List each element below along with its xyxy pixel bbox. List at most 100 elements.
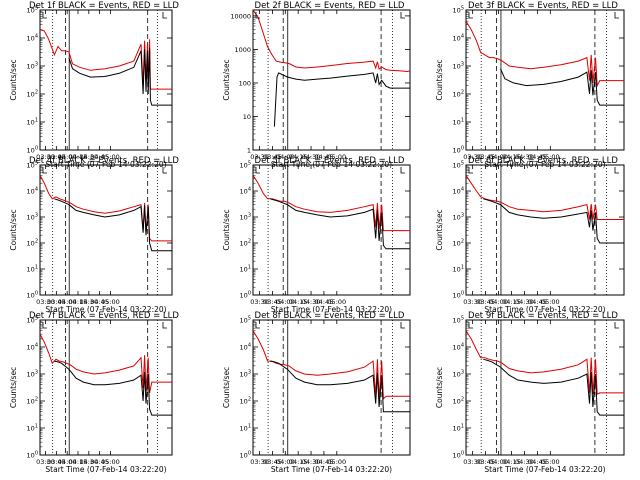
x-tick-label: 04:00 bbox=[489, 458, 508, 466]
x-tick-label: 04:15 bbox=[69, 458, 88, 466]
x-tick-label: 05:00 bbox=[327, 458, 346, 466]
x-tick-label: 04:45 bbox=[315, 458, 334, 466]
y-tick-label: 103 bbox=[27, 213, 38, 222]
corner-marker bbox=[614, 12, 619, 19]
x-tick-label: 04:30 bbox=[79, 153, 98, 161]
x-tick-label: 04:30 bbox=[79, 458, 98, 466]
y-tick-label: 105 bbox=[240, 161, 251, 170]
chart-panel-6: Det 6f BLACK = Events, RED = LLD03:3003:… bbox=[435, 156, 625, 314]
chart-panel-1: Det 1f BLACK = Events, RED = LLD 03:3003:… bbox=[9, 1, 179, 169]
y-tick-label: 100 bbox=[453, 291, 464, 300]
plot-frame bbox=[465, 9, 625, 151]
x-axis-label: Start Time (07-Feb-14 03:22:20) bbox=[45, 305, 166, 314]
corner-marker bbox=[614, 167, 619, 174]
x-tick-label: 04:45 bbox=[528, 458, 547, 466]
y-tick-label: 103 bbox=[453, 370, 464, 379]
x-tick-label: 04:15 bbox=[502, 153, 521, 161]
chart-title: Det 2f BLACK = Events, RED = LLD bbox=[255, 1, 405, 11]
corner-marker bbox=[468, 322, 473, 329]
corner-marker bbox=[162, 12, 167, 19]
corner-marker bbox=[255, 12, 260, 19]
x-tick-label: 05:00 bbox=[101, 298, 120, 306]
y-tick-label: 103 bbox=[27, 62, 38, 71]
y-tick-label: 101 bbox=[453, 265, 464, 274]
corner-marker bbox=[42, 167, 47, 174]
y-tick-label: 101 bbox=[453, 118, 464, 127]
y-tick-label: 100 bbox=[240, 291, 251, 300]
x-tick-label: 04:45 bbox=[90, 298, 109, 306]
y-axis-label: Counts/sec bbox=[9, 367, 18, 408]
x-tick-label: 03:45 bbox=[47, 458, 66, 466]
y-tick-label: 100 bbox=[240, 451, 251, 460]
x-tick-label: 03:45 bbox=[47, 298, 66, 306]
x-tick-label: 03:30 bbox=[463, 153, 482, 161]
y-tick-label: 102 bbox=[27, 239, 38, 248]
chart-title: Det 1f BLACK = Events, RED = LLD bbox=[29, 1, 179, 11]
y-axis-label: Counts/sec bbox=[222, 59, 231, 100]
x-tick-label: 03:45 bbox=[263, 458, 282, 466]
y-tick-label: 10 bbox=[243, 113, 251, 121]
x-tick-label: 04:00 bbox=[489, 153, 508, 161]
x-tick-label: 04:00 bbox=[276, 298, 295, 306]
x-tick-label: 04:00 bbox=[276, 153, 295, 161]
x-tick-label: 04:45 bbox=[528, 298, 547, 306]
y-tick-label: 104 bbox=[27, 34, 38, 43]
x-tick-label: 05:00 bbox=[541, 458, 560, 466]
series-line-lld bbox=[253, 175, 410, 232]
x-tick-label: 04:00 bbox=[58, 458, 77, 466]
corner-marker bbox=[42, 322, 47, 329]
corner-marker bbox=[162, 167, 167, 174]
y-tick-label: 104 bbox=[453, 187, 464, 196]
x-tick-label: 04:15 bbox=[289, 153, 308, 161]
x-tick-label: 04:00 bbox=[489, 298, 508, 306]
chart-panel-3: Det 3f BLACK = Events, RED = LLD 03:3003:… bbox=[435, 1, 625, 169]
y-tick-label: 101 bbox=[27, 265, 38, 274]
corner-marker bbox=[255, 167, 260, 174]
y-tick-label: 103 bbox=[27, 370, 38, 379]
series-line-events bbox=[500, 68, 624, 106]
x-axis-label: Start Time (07-Feb-14 03:22:20) bbox=[271, 305, 392, 314]
corner-marker bbox=[42, 12, 47, 19]
y-tick-label: 100 bbox=[27, 451, 38, 460]
series-line-lld bbox=[40, 29, 172, 90]
x-tick-label: 05:00 bbox=[541, 298, 560, 306]
chart-title: Det 4f BLACK = Events, RED = LLD bbox=[29, 156, 179, 166]
x-axis-label: Start Time (07-Feb-14 03:22:20) bbox=[271, 465, 392, 474]
y-tick-label: 102 bbox=[453, 90, 464, 99]
y-tick-label: 102 bbox=[27, 397, 38, 406]
x-axis-label: Start Time (07-Feb-14 03:22:20) bbox=[484, 305, 605, 314]
y-tick-label: 101 bbox=[27, 424, 38, 433]
plot-frame bbox=[39, 164, 173, 296]
series-line-lld bbox=[253, 10, 410, 73]
series-line-lld bbox=[466, 20, 624, 88]
y-axis-label: Counts/sec bbox=[222, 367, 231, 408]
x-tick-label: 05:00 bbox=[327, 298, 346, 306]
series-line-events bbox=[273, 72, 410, 127]
y-tick-label: 101 bbox=[453, 424, 464, 433]
chart-title: Det 3f BLACK = Events, RED = LLD bbox=[468, 1, 618, 11]
x-tick-label: 04:00 bbox=[58, 298, 77, 306]
x-tick-label: 04:45 bbox=[528, 153, 547, 161]
x-tick-label: 04:15 bbox=[69, 298, 88, 306]
x-tick-label: 04:15 bbox=[502, 458, 521, 466]
y-tick-label: 1 bbox=[247, 147, 251, 155]
x-tick-label: 04:15 bbox=[69, 153, 88, 161]
y-tick-label: 104 bbox=[27, 187, 38, 196]
x-tick-label: 03:30 bbox=[250, 458, 269, 466]
y-tick-label: 103 bbox=[453, 213, 464, 222]
x-tick-label: 03:30 bbox=[36, 153, 55, 161]
corner-marker bbox=[255, 322, 260, 329]
x-tick-label: 04:00 bbox=[58, 153, 77, 161]
plot-frame bbox=[465, 319, 625, 456]
y-tick-label: 105 bbox=[240, 316, 251, 325]
y-tick-label: 105 bbox=[453, 161, 464, 170]
y-tick-label: 100 bbox=[453, 451, 464, 460]
x-axis-label: Start Time (07-Feb-14 03:22:20) bbox=[484, 465, 605, 474]
y-tick-label: 102 bbox=[27, 90, 38, 99]
chart-title: Det 8f BLACK = Events, RED = LLD bbox=[255, 311, 405, 321]
series-line-events bbox=[270, 198, 410, 250]
x-tick-label: 05:00 bbox=[541, 153, 560, 161]
y-tick-label: 101 bbox=[240, 424, 251, 433]
